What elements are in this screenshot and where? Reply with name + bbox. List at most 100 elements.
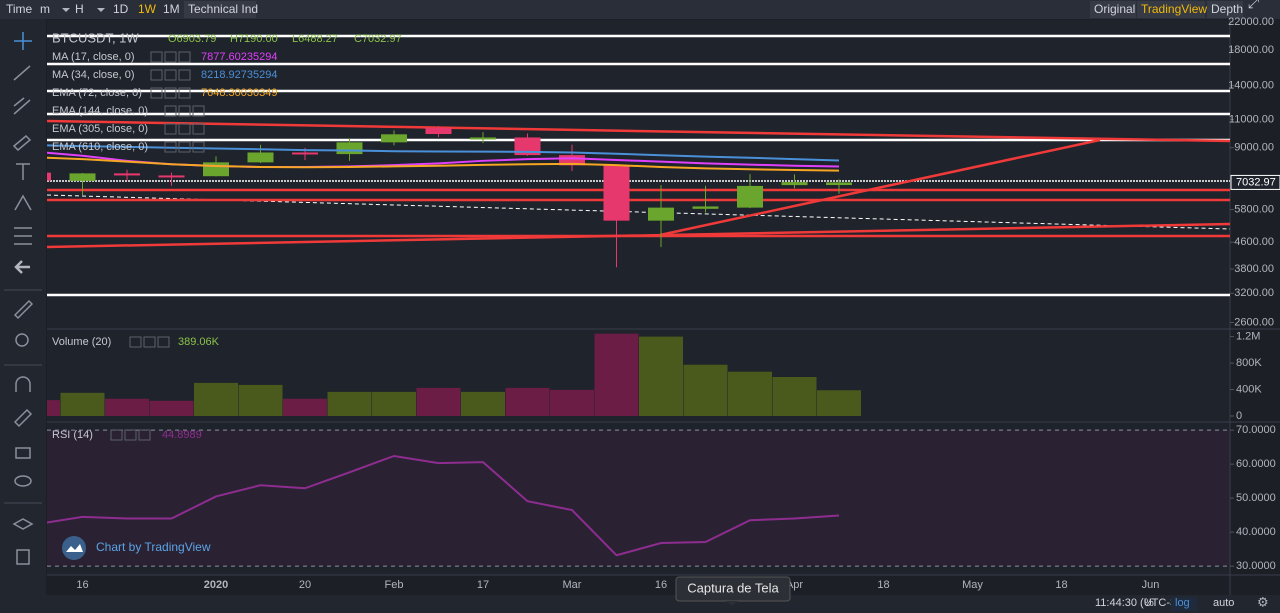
volume-bar xyxy=(327,391,372,416)
text-tool[interactable] xyxy=(16,163,30,180)
volume-bar xyxy=(238,384,283,416)
indicator-value: 7648.30030349 xyxy=(201,87,277,99)
pattern-tool[interactable] xyxy=(14,194,32,211)
legend-icon[interactable] xyxy=(178,69,191,81)
volume-value: 389.06K xyxy=(178,336,220,348)
legend-icon[interactable] xyxy=(150,51,163,63)
indicator-name: EMA (305, close, 0) xyxy=(52,123,148,135)
candle-body xyxy=(381,134,407,143)
legend-icon[interactable] xyxy=(164,123,177,135)
legend-icon[interactable] xyxy=(124,429,137,441)
lock-tool[interactable] xyxy=(15,447,31,459)
stay-drawing-tool[interactable] xyxy=(13,408,33,428)
legend-icon[interactable] xyxy=(178,51,191,63)
toolbar-button[interactable]: Depth xyxy=(1211,2,1243,16)
legend-icon[interactable] xyxy=(110,429,123,441)
indicator-name: EMA (144, close, 0) xyxy=(52,105,148,117)
fullscreen-icon[interactable]: ⤢ xyxy=(1248,0,1259,11)
status-button[interactable]: log xyxy=(1175,597,1190,609)
settings-icon[interactable]: ⚙ xyxy=(1257,594,1269,609)
legend-icon[interactable] xyxy=(192,123,205,135)
toolbar-button[interactable]: m xyxy=(40,2,50,16)
legend-icon[interactable] xyxy=(164,87,177,99)
legend-icon[interactable] xyxy=(192,141,205,153)
legend-icon[interactable] xyxy=(178,141,191,153)
y-tick-label: 9000.00 xyxy=(1234,142,1274,154)
volume-bar xyxy=(416,387,461,416)
y-tick-label: 14000.00 xyxy=(1228,79,1274,91)
y-tick-label: 800K xyxy=(1236,357,1262,369)
fib-tool[interactable] xyxy=(13,97,31,115)
toolbar-button[interactable]: 1M xyxy=(163,2,180,16)
volume-bar xyxy=(194,382,238,416)
magnet-tool[interactable] xyxy=(15,376,31,392)
candle-body xyxy=(559,155,585,166)
toolbar-button[interactable]: 1W xyxy=(138,2,157,16)
legend-icon[interactable] xyxy=(164,141,177,153)
candle-body xyxy=(470,137,496,140)
watermark: Chart by TradingView xyxy=(96,540,211,554)
legend-icon[interactable] xyxy=(178,123,191,135)
x-tick-label: 20 xyxy=(299,579,311,591)
rsi-title: RSI (14) xyxy=(52,429,93,441)
legend-icon[interactable] xyxy=(178,87,191,99)
legend-icon[interactable] xyxy=(178,105,191,117)
layers-tool[interactable] xyxy=(12,518,34,530)
x-tick-label: 18 xyxy=(1055,579,1067,591)
ohlc-label: H7190.00 xyxy=(230,33,278,45)
toolbar-button[interactable]: Original xyxy=(1094,2,1135,16)
volume-bar xyxy=(594,333,639,416)
delete-tool[interactable] xyxy=(16,549,30,565)
drawn-trendline xyxy=(47,222,1230,249)
crosshair-tool[interactable] xyxy=(14,32,32,50)
candle-body xyxy=(737,185,763,208)
legend-icon[interactable] xyxy=(143,336,156,348)
back-tool[interactable] xyxy=(14,260,30,274)
last-price-label: 7032.97 xyxy=(1236,176,1276,188)
toolbar-button[interactable]: Time xyxy=(6,2,33,16)
toolbar-button-bg xyxy=(1207,1,1243,18)
drawing-tools xyxy=(4,32,42,565)
volume-bar xyxy=(461,391,505,416)
candle-body xyxy=(292,152,318,155)
y-tick-label: 2600.00 xyxy=(1234,316,1274,328)
legend-icon[interactable] xyxy=(129,336,142,348)
candle-body xyxy=(114,173,140,176)
line-tool[interactable] xyxy=(13,65,31,81)
indicator-name: EMA (72, close, 0) xyxy=(52,87,142,99)
candle-body xyxy=(336,142,363,155)
legend-icon[interactable] xyxy=(192,105,205,117)
legend-icon[interactable] xyxy=(150,87,163,99)
y-tick-label: 18000.00 xyxy=(1228,44,1274,56)
indicator-name: MA (34, close, 0) xyxy=(52,69,135,81)
y-tick-label: 50.0000 xyxy=(1236,492,1276,504)
zoom-tool[interactable] xyxy=(15,333,29,347)
x-tick-label: Feb xyxy=(385,579,404,591)
legend-icon[interactable] xyxy=(164,105,177,117)
drawn-trendline xyxy=(47,119,1230,143)
legend-icon[interactable] xyxy=(150,69,163,81)
status-button[interactable]: % xyxy=(1144,597,1154,609)
toolbar-button[interactable]: H xyxy=(75,2,84,16)
toolbar-button[interactable]: 1D xyxy=(113,2,129,16)
y-tick-label: 30.0000 xyxy=(1236,560,1276,572)
legend-icon[interactable] xyxy=(157,336,170,348)
legend-icon[interactable] xyxy=(164,51,177,63)
plot-area xyxy=(47,126,861,557)
legend-icon[interactable] xyxy=(138,429,151,441)
dropdown-arrow xyxy=(97,8,105,12)
toolbar-button-bg xyxy=(1137,1,1205,18)
visibility-tool[interactable] xyxy=(14,475,32,487)
brush-tool[interactable] xyxy=(12,134,32,152)
volume-title: Volume (20) xyxy=(52,336,111,348)
status-button[interactable]: auto xyxy=(1213,597,1234,609)
x-tick-label: May xyxy=(962,579,983,591)
volume-bar xyxy=(283,398,327,416)
legend-icon[interactable] xyxy=(164,69,177,81)
prediction-tool[interactable] xyxy=(14,227,32,245)
toolbar-button[interactable]: TradingView xyxy=(1141,2,1207,16)
measure-tool[interactable] xyxy=(13,299,34,320)
toolbar-button[interactable]: Technical Ind xyxy=(188,2,258,16)
